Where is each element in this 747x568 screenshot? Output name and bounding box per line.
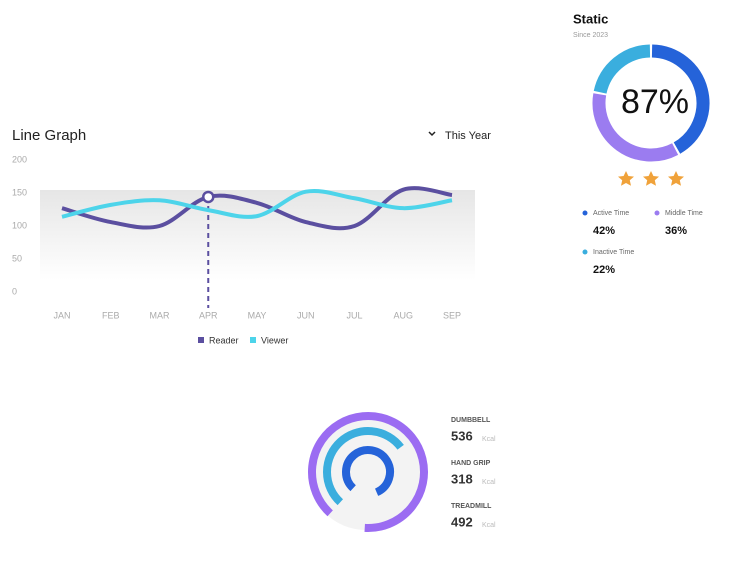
radial-bar	[323, 427, 404, 506]
star	[668, 171, 684, 186]
legend-label: Viewer	[261, 335, 288, 345]
y-tick-label: 150	[12, 187, 27, 197]
x-tick-label: MAY	[248, 310, 267, 320]
stars	[618, 171, 684, 186]
radial-unit: Kcal	[482, 479, 496, 486]
legend-dot	[582, 210, 588, 216]
donut-segment	[651, 44, 710, 154]
legend-dot	[654, 210, 660, 216]
radial-label: TREADMILL	[451, 503, 492, 510]
x-tick-label: SEP	[443, 310, 461, 320]
highlight-marker	[202, 190, 215, 204]
legend-value: 42%	[593, 225, 615, 237]
y-tick-label: 0	[12, 286, 17, 296]
legend-label: Reader	[209, 335, 239, 345]
radial-label: HAND GRIP	[451, 460, 491, 467]
star	[618, 171, 634, 186]
legend-dot	[582, 249, 588, 255]
radial-label: DUMBBELL	[451, 417, 491, 424]
y-tick-label: 200	[12, 154, 27, 164]
line-series	[61, 186, 453, 231]
legend-swatch	[250, 337, 256, 343]
line-series	[61, 188, 453, 219]
donut-title: Static	[573, 11, 608, 26]
legend-label: Inactive Time	[593, 249, 634, 256]
radial-unit: Kcal	[482, 522, 496, 529]
y-tick-label: 50	[12, 253, 22, 263]
x-tick-label: JUL	[346, 310, 362, 320]
x-tick-label: AUG	[393, 310, 413, 320]
x-tick-label: JAN	[53, 310, 70, 320]
radial-value: 492	[451, 514, 473, 529]
line-title: Line Graph	[12, 127, 86, 144]
donut-segment	[592, 93, 679, 162]
legend-value: 22%	[593, 264, 615, 276]
donut-subtitle: Since 2023	[573, 32, 608, 39]
dropdown-icon[interactable]	[428, 131, 436, 137]
radial-value: 318	[451, 471, 473, 486]
donut-segment	[593, 44, 651, 94]
legend-value: 36%	[665, 225, 687, 237]
x-tick-label: MAR	[150, 310, 171, 320]
filter[interactable]: This Year	[445, 130, 491, 142]
radial-bar	[342, 446, 394, 496]
legend-label: Middle Time	[665, 210, 703, 217]
x-tick-label: JUN	[297, 310, 315, 320]
legend-swatch	[198, 337, 204, 343]
legend-label: Active Time	[593, 210, 629, 217]
x-tick-label: APR	[199, 310, 218, 320]
x-tick-label: FEB	[102, 310, 120, 320]
radial-value: 536	[451, 428, 473, 443]
radial-bar	[308, 412, 428, 532]
donut-center: 87%	[621, 83, 689, 121]
y-tick-label: 100	[12, 220, 27, 230]
star	[643, 171, 659, 186]
radial-unit: Kcal	[482, 436, 496, 443]
